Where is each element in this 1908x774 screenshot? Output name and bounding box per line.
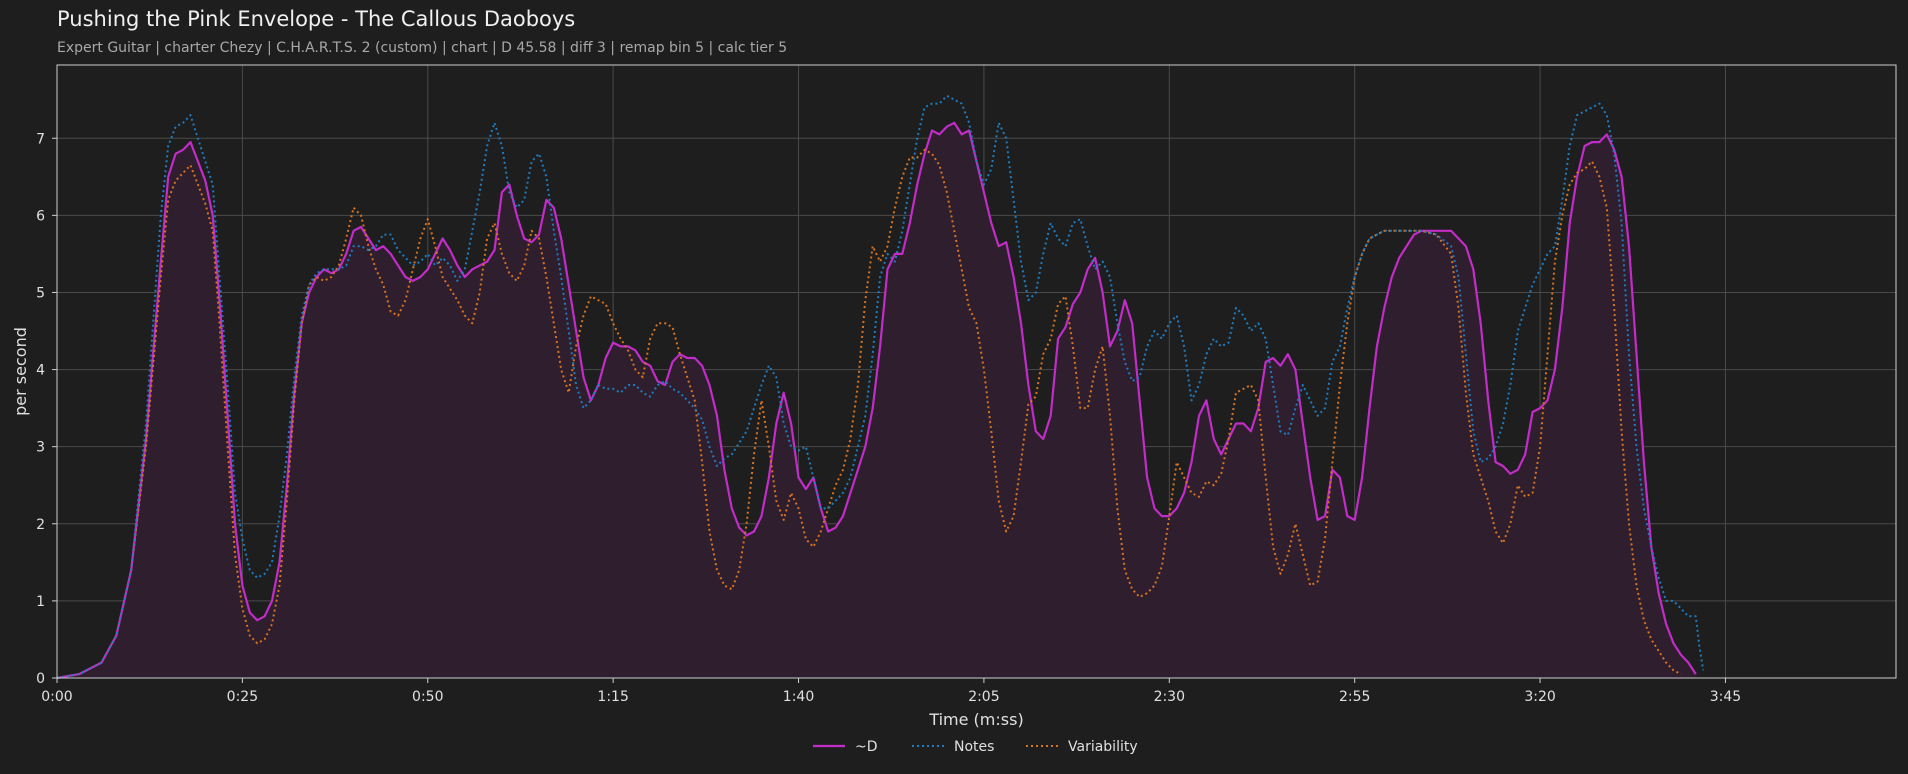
y-tick-label: 7 xyxy=(36,131,45,147)
chart-subtitle: Expert Guitar | charter Chezy | C.H.A.R.… xyxy=(57,40,788,56)
series-line-notes xyxy=(56,94,1705,679)
plot-frame xyxy=(56,64,1897,679)
y-tick-label: 2 xyxy=(36,517,45,533)
y-tick-label: 0 xyxy=(36,671,45,687)
x-tick-label: 1:40 xyxy=(783,689,814,705)
series-layer xyxy=(56,94,1705,680)
x-tick-label: 0:00 xyxy=(41,689,72,705)
legend: ~D Notes Variability xyxy=(813,739,1138,755)
x-tick-label: 3:20 xyxy=(1524,689,1555,705)
y-tick-label: 1 xyxy=(36,594,45,610)
y-tick-label: 4 xyxy=(36,363,45,379)
y-axis-label: per second xyxy=(11,327,30,416)
legend-label: Variability xyxy=(1068,739,1138,755)
x-tick-label: 2:30 xyxy=(1154,689,1185,705)
x-tick-label: 2:05 xyxy=(968,689,999,705)
series-line-variability xyxy=(56,148,1682,679)
x-tick-label: 1:15 xyxy=(597,689,628,705)
x-tick-label: 0:25 xyxy=(227,689,258,705)
chart-title: Pushing the Pink Envelope - The Callous … xyxy=(57,7,576,31)
series-area-d xyxy=(57,122,1696,679)
y-tick-label: 3 xyxy=(36,440,45,456)
series-fill-layer xyxy=(57,122,1696,679)
legend-label: ~D xyxy=(855,739,878,755)
y-tick-label: 6 xyxy=(36,208,45,224)
x-tick-label: 2:55 xyxy=(1339,689,1370,705)
x-tick-label: 3:45 xyxy=(1710,689,1741,705)
x-tick-label: 0:50 xyxy=(412,689,443,705)
tick-layer: 0:00 0:25 0:50 1:15 1:40 2:05 2:30 2:55 3:20 3:45… xyxy=(36,131,1741,705)
x-axis-label: Time (m:ss) xyxy=(928,710,1023,729)
legend-label: Notes xyxy=(954,739,994,755)
y-tick-label: 5 xyxy=(36,285,45,301)
series-line-d xyxy=(56,121,1697,680)
